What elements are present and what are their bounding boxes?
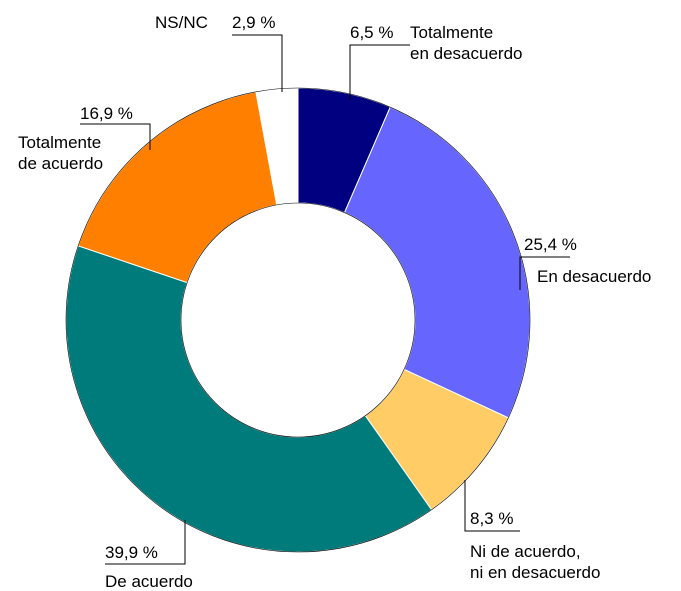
leader-line (349, 44, 410, 100)
value-label: 8,3 % (470, 509, 513, 528)
value-label: 16,9 % (80, 104, 133, 123)
leader-line (464, 480, 520, 532)
leader-line (80, 123, 151, 150)
category-label: Totalmente de acuerdo (18, 133, 103, 173)
donut-outline (65, 87, 531, 553)
leader-line (105, 520, 186, 565)
value-label: 6,5 % (350, 23, 393, 42)
category-label: Totalmente en desacuerdo (410, 23, 522, 63)
category-label: En desacuerdo (537, 267, 651, 286)
value-label: 2,9 % (232, 13, 275, 32)
value-label: 25,4 % (524, 235, 577, 254)
leader-line (519, 256, 570, 290)
category-label: Ni de acuerdo, ni en desacuerdo (470, 542, 600, 582)
leader-line (232, 34, 283, 92)
value-label: 39,9 % (105, 543, 158, 562)
category-label: NS/NC (155, 13, 208, 32)
donut-hole (180, 202, 416, 438)
category-label: De acuerdo (105, 572, 193, 591)
